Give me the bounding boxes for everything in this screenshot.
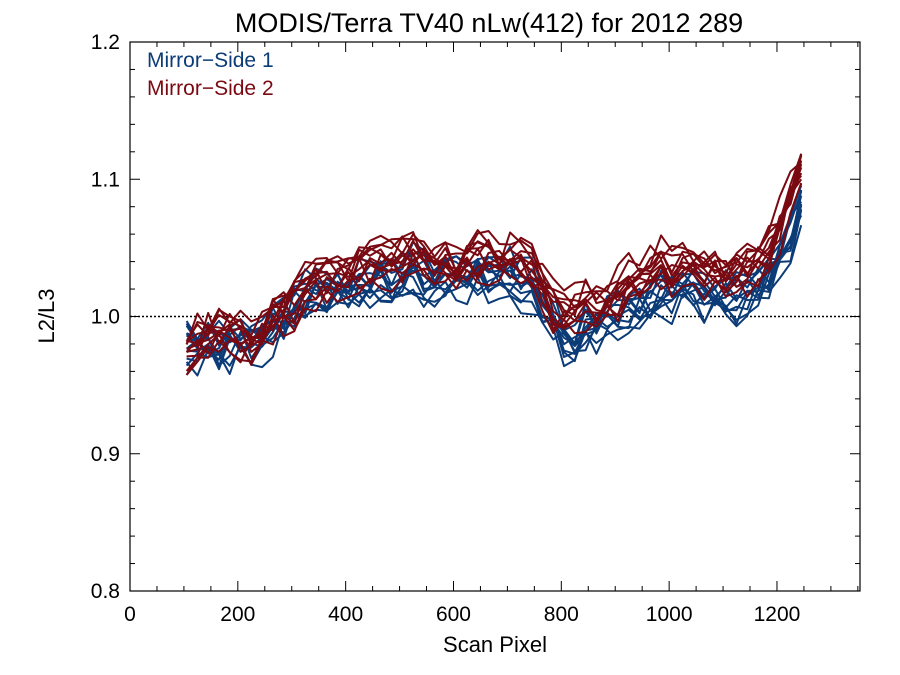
series-group-1: [185, 183, 803, 377]
y-tick-label: 0.8: [91, 580, 120, 603]
series-group-2: [185, 153, 803, 376]
legend-entry: Mirror−Side 1: [147, 49, 274, 72]
y-tick-label: 0.9: [91, 443, 120, 466]
legend: Mirror−Side 1 Mirror−Side 2: [147, 49, 274, 100]
x-axis-label: Scan Pixel: [443, 632, 547, 657]
y-tick-label: 1.0: [91, 306, 120, 329]
x-tick-label: 1000: [646, 603, 693, 626]
chart-title: MODIS/Terra TV40 nLw(412) for 2012 289: [235, 8, 743, 38]
y-axis-label: L2/L3: [34, 288, 59, 343]
series-line: [185, 167, 803, 372]
y-tick-label: 1.1: [91, 168, 120, 191]
y-tick-label: 1.2: [91, 31, 120, 54]
series-line: [185, 154, 803, 343]
x-tick-label: 600: [436, 603, 471, 626]
x-tick-label: 200: [220, 603, 255, 626]
legend-entry: Mirror−Side 2: [147, 77, 274, 100]
series-line: [185, 178, 803, 355]
x-tick-label: 1200: [754, 603, 801, 626]
x-tick-label: 800: [544, 603, 579, 626]
plot-area: 0 200 400 600 800 1000 1200 0.8 0.9 1.0 1.1 1.2: [91, 31, 861, 626]
x-tick-label: 0: [124, 603, 136, 626]
x-tick-label: 400: [328, 603, 363, 626]
series-line: [185, 161, 802, 345]
series-line: [185, 182, 803, 376]
series-line: [185, 209, 803, 377]
series-line: [185, 224, 803, 375]
